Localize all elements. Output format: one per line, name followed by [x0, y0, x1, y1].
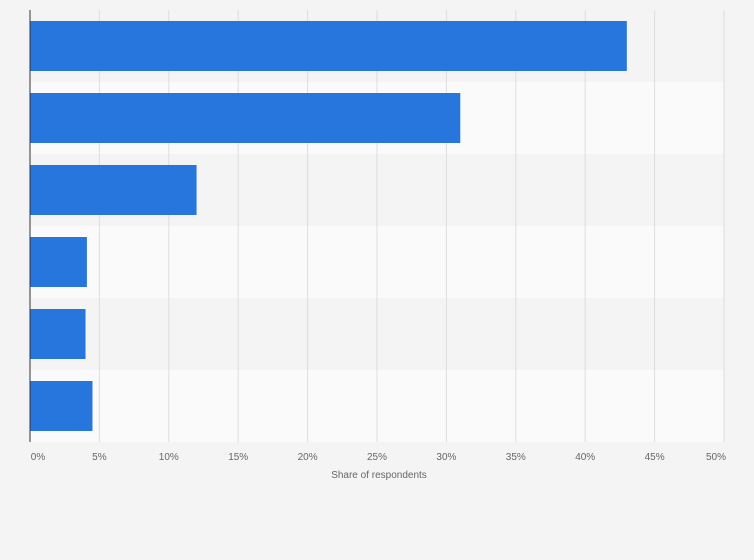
- bars: [30, 21, 627, 431]
- x-tick-label: 50%: [706, 452, 726, 463]
- x-tick-label: 40%: [575, 452, 595, 463]
- x-tick-label: 15%: [228, 452, 248, 463]
- x-tick-label: 5%: [92, 452, 107, 463]
- bar: [30, 309, 86, 359]
- bar: [30, 93, 461, 143]
- x-tick-label: 20%: [298, 452, 318, 463]
- gridlines: [98, 10, 725, 442]
- bar: [30, 237, 87, 287]
- x-axis-ticks: 0% 5% 10% 15% 20% 25% 30% 35% 40% 45% 50%: [31, 452, 726, 463]
- bar: [30, 165, 197, 215]
- x-tick-label: 35%: [506, 452, 526, 463]
- x-tick-label: 0%: [31, 452, 46, 463]
- x-tick-label: 25%: [367, 452, 387, 463]
- x-axis-title: Share of respondents: [331, 470, 427, 481]
- x-tick-label: 45%: [645, 452, 665, 463]
- x-tick-label: 30%: [436, 452, 456, 463]
- bar: [30, 381, 93, 431]
- x-tick-label: 10%: [159, 452, 179, 463]
- bar: [30, 21, 627, 71]
